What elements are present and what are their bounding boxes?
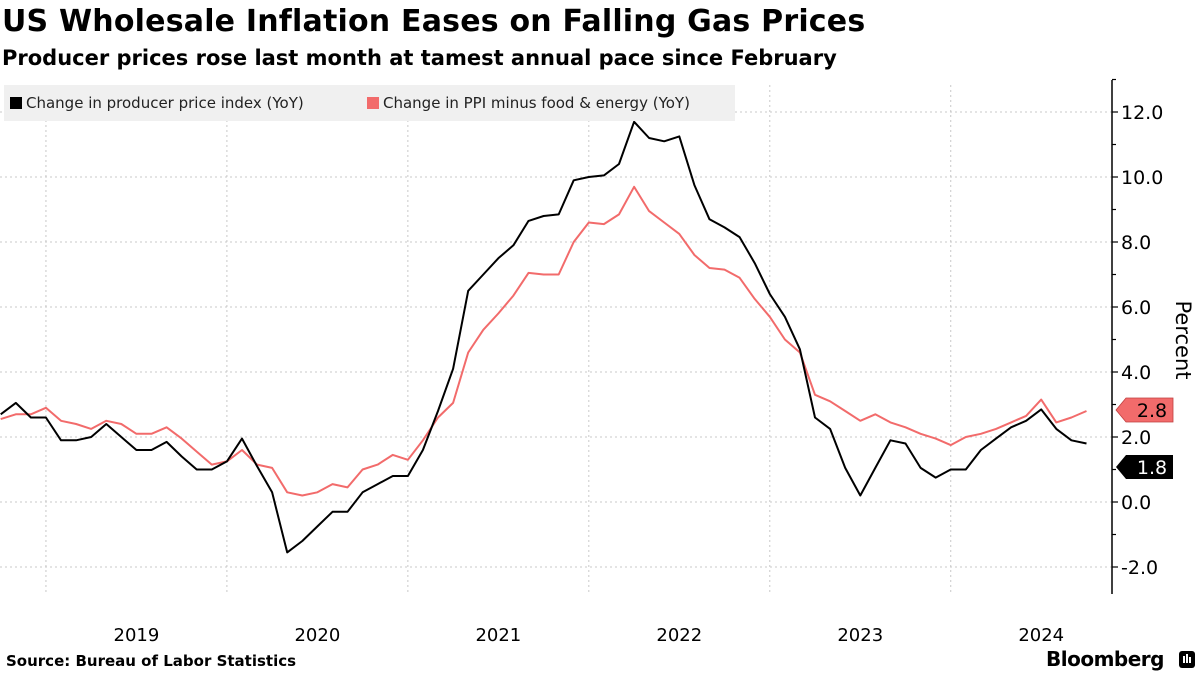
chart-title: US Wholesale Inflation Eases on Falling … bbox=[2, 4, 866, 39]
y-tick-label: 6.0 bbox=[1121, 297, 1151, 319]
legend-item-ppi: Change in producer price index (YoY) bbox=[10, 94, 304, 112]
end-value-tag bbox=[1115, 397, 1174, 423]
y-axis-label: Percent bbox=[1171, 300, 1195, 379]
brand-icon-bar bbox=[1189, 657, 1191, 663]
legend-item-core: Change in PPI minus food & energy (YoY) bbox=[367, 94, 690, 112]
y-tick-label: 4.0 bbox=[1121, 362, 1151, 384]
end-value-tag bbox=[1116, 455, 1173, 479]
core-ppi-line bbox=[0, 185, 1087, 497]
legend-swatch-ppi bbox=[10, 97, 22, 109]
chart-subtitle: Producer prices rose last month at tames… bbox=[2, 46, 837, 70]
x-tick-label: 2022 bbox=[656, 625, 702, 646]
y-tick-label: 0.0 bbox=[1121, 492, 1151, 514]
legend: Change in producer price index (YoY) Cha… bbox=[4, 85, 735, 121]
bloomberg-chart-icon bbox=[1179, 651, 1195, 668]
y-tick-label: 2.0 bbox=[1121, 427, 1151, 449]
x-tick-label: 2019 bbox=[114, 625, 160, 646]
end-value-label: 1.8 bbox=[1137, 457, 1167, 479]
brand-icon-bar bbox=[1186, 654, 1188, 663]
end-value-label: 2.8 bbox=[1137, 400, 1167, 422]
y-tick-label: 10.0 bbox=[1121, 167, 1163, 189]
legend-swatch-core bbox=[367, 97, 379, 109]
brand-icon-bar bbox=[1183, 656, 1185, 663]
bloomberg-logo: Bloomberg bbox=[1046, 647, 1164, 671]
x-tick-label: 2024 bbox=[1018, 625, 1064, 646]
y-tick-label: 12.0 bbox=[1121, 102, 1163, 124]
y-tick-label: -2.0 bbox=[1121, 557, 1158, 579]
source-note: Source: Bureau of Labor Statistics bbox=[6, 652, 297, 670]
ppi-line bbox=[0, 120, 1087, 554]
legend-label-ppi: Change in producer price index (YoY) bbox=[26, 94, 304, 112]
x-tick-label: 2021 bbox=[475, 625, 521, 646]
legend-label-core: Change in PPI minus food & energy (YoY) bbox=[383, 94, 690, 112]
y-tick-label: 8.0 bbox=[1121, 232, 1151, 254]
x-tick-label: 2023 bbox=[837, 625, 883, 646]
x-tick-label: 2020 bbox=[294, 625, 340, 646]
